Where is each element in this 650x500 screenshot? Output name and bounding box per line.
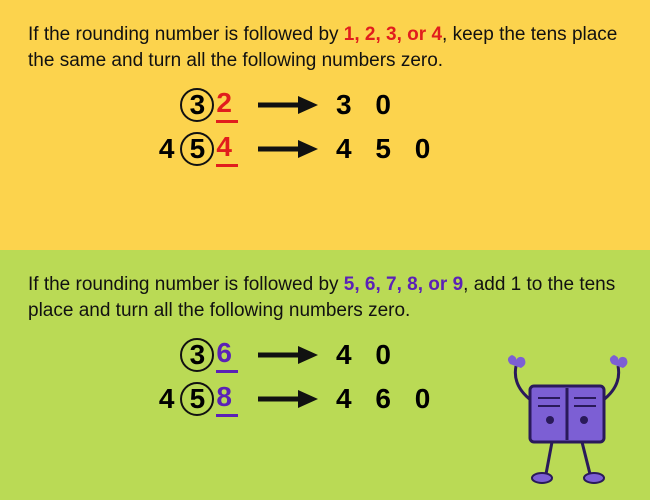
result-number: 4 6 0 (336, 383, 438, 415)
arrow-icon (256, 345, 318, 365)
ones-digit-underlined: 6 (216, 337, 238, 373)
book-character-icon (502, 346, 632, 486)
example-row: 3 2 3 0 (128, 87, 622, 123)
tens-digit-circled: 5 (180, 132, 214, 166)
round-up-rule: If the rounding number is followed by 5,… (28, 272, 622, 323)
round-up-panel: If the rounding number is followed by 5,… (0, 250, 650, 500)
round-down-panel: If the rounding number is followed by 1,… (0, 0, 650, 250)
arrow-icon (256, 95, 318, 115)
source-number: 3 2 (128, 87, 238, 123)
tens-digit-circled: 5 (180, 382, 214, 416)
rule-digits-red: 1, 2, 3, or 4 (344, 24, 442, 45)
tens-digit-circled: 3 (180, 338, 214, 372)
ones-digit-underlined: 2 (216, 87, 238, 123)
prefix-digit: 4 (159, 383, 181, 415)
source-number: 3 6 (128, 337, 238, 373)
source-number: 4 5 4 (128, 131, 238, 167)
rule-text-pre: If the rounding number is followed by (28, 24, 344, 45)
ones-digit-underlined: 4 (216, 131, 238, 167)
round-down-rule: If the rounding number is followed by 1,… (28, 22, 622, 73)
arrow-icon (256, 139, 318, 159)
arrow-icon (256, 389, 318, 409)
tens-digit-circled: 3 (180, 88, 214, 122)
rule-text-pre: If the rounding number is followed by (28, 274, 344, 295)
example-row: 4 5 4 4 5 0 (128, 131, 622, 167)
result-number: 4 5 0 (336, 133, 438, 165)
source-number: 4 5 8 (128, 381, 238, 417)
rule-digits-purple: 5, 6, 7, 8, or 9 (344, 274, 463, 295)
prefix-digit: 4 (159, 133, 181, 165)
result-number: 3 0 (336, 89, 399, 121)
ones-digit-underlined: 8 (216, 381, 238, 417)
round-down-examples: 3 2 3 0 4 5 4 4 5 0 (28, 87, 622, 167)
result-number: 4 0 (336, 339, 399, 371)
